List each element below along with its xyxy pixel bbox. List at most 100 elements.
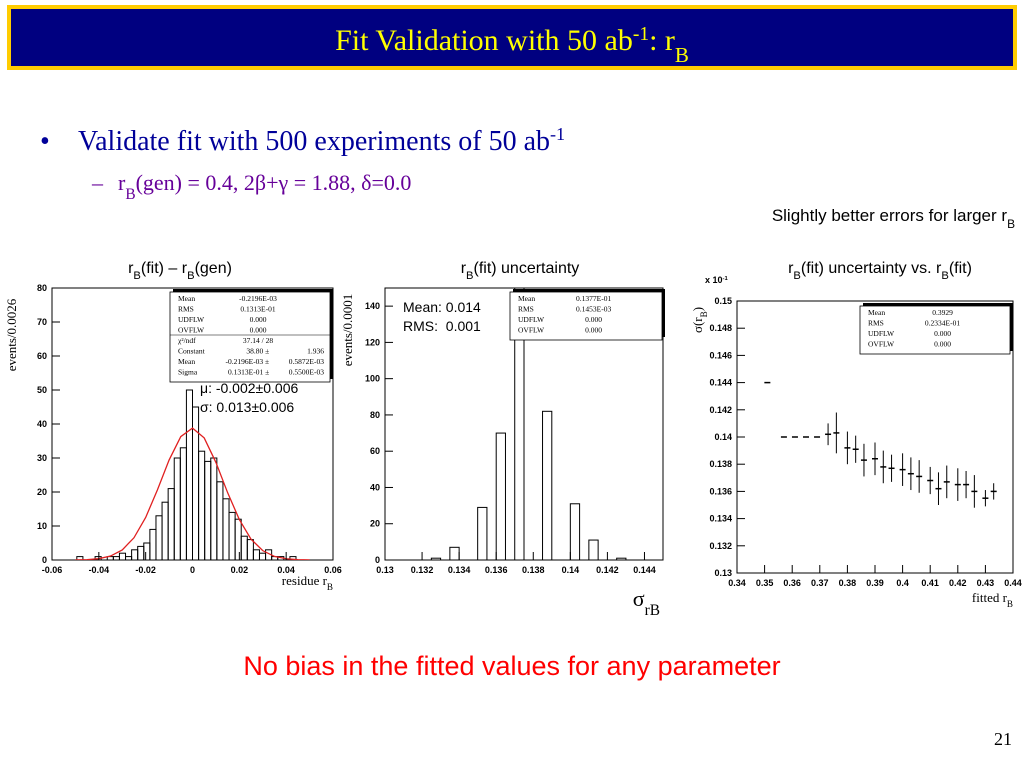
histogram-bar: [430, 557, 442, 560]
text-run: events/0.0026: [4, 298, 19, 371]
y-tick-label: 60: [37, 351, 47, 361]
superscript: -1: [633, 24, 649, 45]
histogram-bar: [514, 288, 525, 560]
x-tick-label: 0.02: [231, 565, 249, 575]
x-tick-label: 0.134: [448, 565, 471, 575]
histogram-bar: [289, 556, 297, 560]
subscript: B: [133, 270, 140, 282]
x-tick-label: 0.34: [728, 578, 746, 588]
y-tick-label: 0.136: [709, 486, 732, 496]
text-run: r: [788, 260, 794, 277]
annotation: RMS: 0.001: [403, 318, 481, 334]
x-axis-label: residue rB: [282, 573, 333, 592]
stats-label: RMS: [868, 319, 884, 328]
x-tick-label: 0.38: [839, 578, 857, 588]
stats-value: 0.5500E-03: [289, 368, 324, 377]
x-tick-label: 0.13: [376, 565, 394, 575]
stats-value: 0.3929: [932, 308, 953, 317]
x-tick-label: 0.41: [921, 578, 939, 588]
plot-area: [764, 381, 997, 508]
chart-title: rB(fit) uncertainty vs. rB(fit): [788, 260, 972, 282]
sub-bullet: rB(gen) = 0.4, 2β+γ = 1.88, δ=0.0: [118, 170, 411, 203]
y-tick-label: 20: [37, 487, 47, 497]
stats-value: 0.1453E-03: [576, 305, 611, 314]
text-run: σ: [633, 586, 645, 611]
x-tick-label: 0.144: [633, 565, 656, 575]
subscript: B: [327, 582, 333, 592]
stats-box: [509, 291, 663, 341]
x-tick-label: 0.136: [485, 565, 508, 575]
annotation: σ: 0.013±0.006: [200, 399, 294, 415]
y-tick-label: 0.15: [714, 296, 732, 306]
y-tick-label: 0.142: [709, 405, 732, 415]
x-tick-label: 0.35: [756, 578, 774, 588]
stats-value: 0.2334E-01: [925, 319, 960, 328]
chart-title: rB(fit) – rB(gen): [128, 260, 232, 282]
stats-label: Sigma: [178, 368, 198, 377]
fit-curve: [75, 427, 310, 560]
stats-value: 0.1313E-01: [240, 305, 275, 314]
text-run: σ(r: [690, 317, 705, 333]
x-tick-label: -0.04: [89, 565, 110, 575]
stats-label: OVFLW: [518, 326, 545, 335]
text-run: (fit) uncertainty vs. r: [801, 260, 942, 277]
sub-bullet-marker: –: [91, 170, 104, 195]
text-run: (gen) = 0.4, 2β+γ = 1.88, δ=0.0: [136, 170, 412, 195]
superscript: -1: [550, 124, 565, 144]
y-tick-label: 0.148: [709, 323, 732, 333]
histogram-bar: [542, 410, 553, 560]
x-axis-label: σrB: [633, 586, 660, 619]
stats-value: 37.14 / 28: [243, 336, 273, 345]
x-tick-label: 0.42: [949, 578, 967, 588]
title-bar: [7, 5, 1017, 70]
y-tick-label: 0.144: [709, 378, 732, 388]
subscript: B: [1007, 599, 1013, 609]
stats-label: Mean: [518, 294, 535, 303]
text-run: x 10: [705, 275, 723, 285]
stats-label: UDFLW: [518, 315, 545, 324]
x-tick-label: 0: [190, 565, 195, 575]
stats-label: Mean: [868, 308, 885, 317]
x-tick-label: 0.37: [811, 578, 829, 588]
y-axis-label: events/0.0001: [340, 294, 355, 367]
stats-value: 0.000: [250, 326, 267, 335]
plot-area: [430, 288, 627, 560]
page-number: 21: [994, 729, 1012, 749]
x-tick-label: 0.36: [783, 578, 801, 588]
chart-title: rB(fit) uncertainty: [461, 260, 580, 282]
y-tick-label: 0.132: [709, 541, 732, 551]
text-run: Fit Validation with 50 ab: [335, 24, 633, 57]
text-run: r: [461, 260, 467, 277]
annotation: Mean: 0.014: [403, 299, 481, 315]
stats-value: 0.000: [934, 329, 951, 338]
text-run: : r: [649, 24, 675, 57]
subscript: B: [793, 270, 800, 282]
y-tick-label: 50: [37, 385, 47, 395]
histogram-bar: [616, 557, 627, 560]
text-run: r: [118, 170, 126, 195]
x-tick-label: -0.02: [135, 565, 156, 575]
y-tick-label: 120: [365, 337, 380, 347]
stats-value: -0.2196E-03 ±: [225, 357, 269, 366]
subscript: B: [1007, 217, 1015, 231]
y-tick-label: 20: [370, 519, 380, 529]
stats-label: χ²/ndf: [178, 336, 196, 345]
stats-value: 1.936: [307, 347, 324, 356]
text-run: (fit): [949, 260, 972, 277]
text-run: r: [128, 260, 134, 277]
text-run: residue r: [282, 573, 328, 588]
x-tick-label: -0.06: [42, 565, 63, 575]
stats-value: 38.80 ±: [246, 347, 269, 356]
subscript: B: [125, 186, 135, 203]
x-tick-label: 0.14: [562, 565, 580, 575]
text-run: (fit) uncertainty: [473, 260, 579, 277]
subscript: B: [675, 43, 689, 67]
y-tick-label: 0.138: [709, 459, 732, 469]
x-tick-label: 0.06: [324, 565, 342, 575]
y-tick-label: 140: [365, 301, 380, 311]
y-tick-label: 40: [37, 419, 47, 429]
y-axis-label: events/0.0026: [4, 298, 19, 371]
histogram-bar: [477, 506, 488, 560]
stats-label: RMS: [518, 305, 534, 314]
